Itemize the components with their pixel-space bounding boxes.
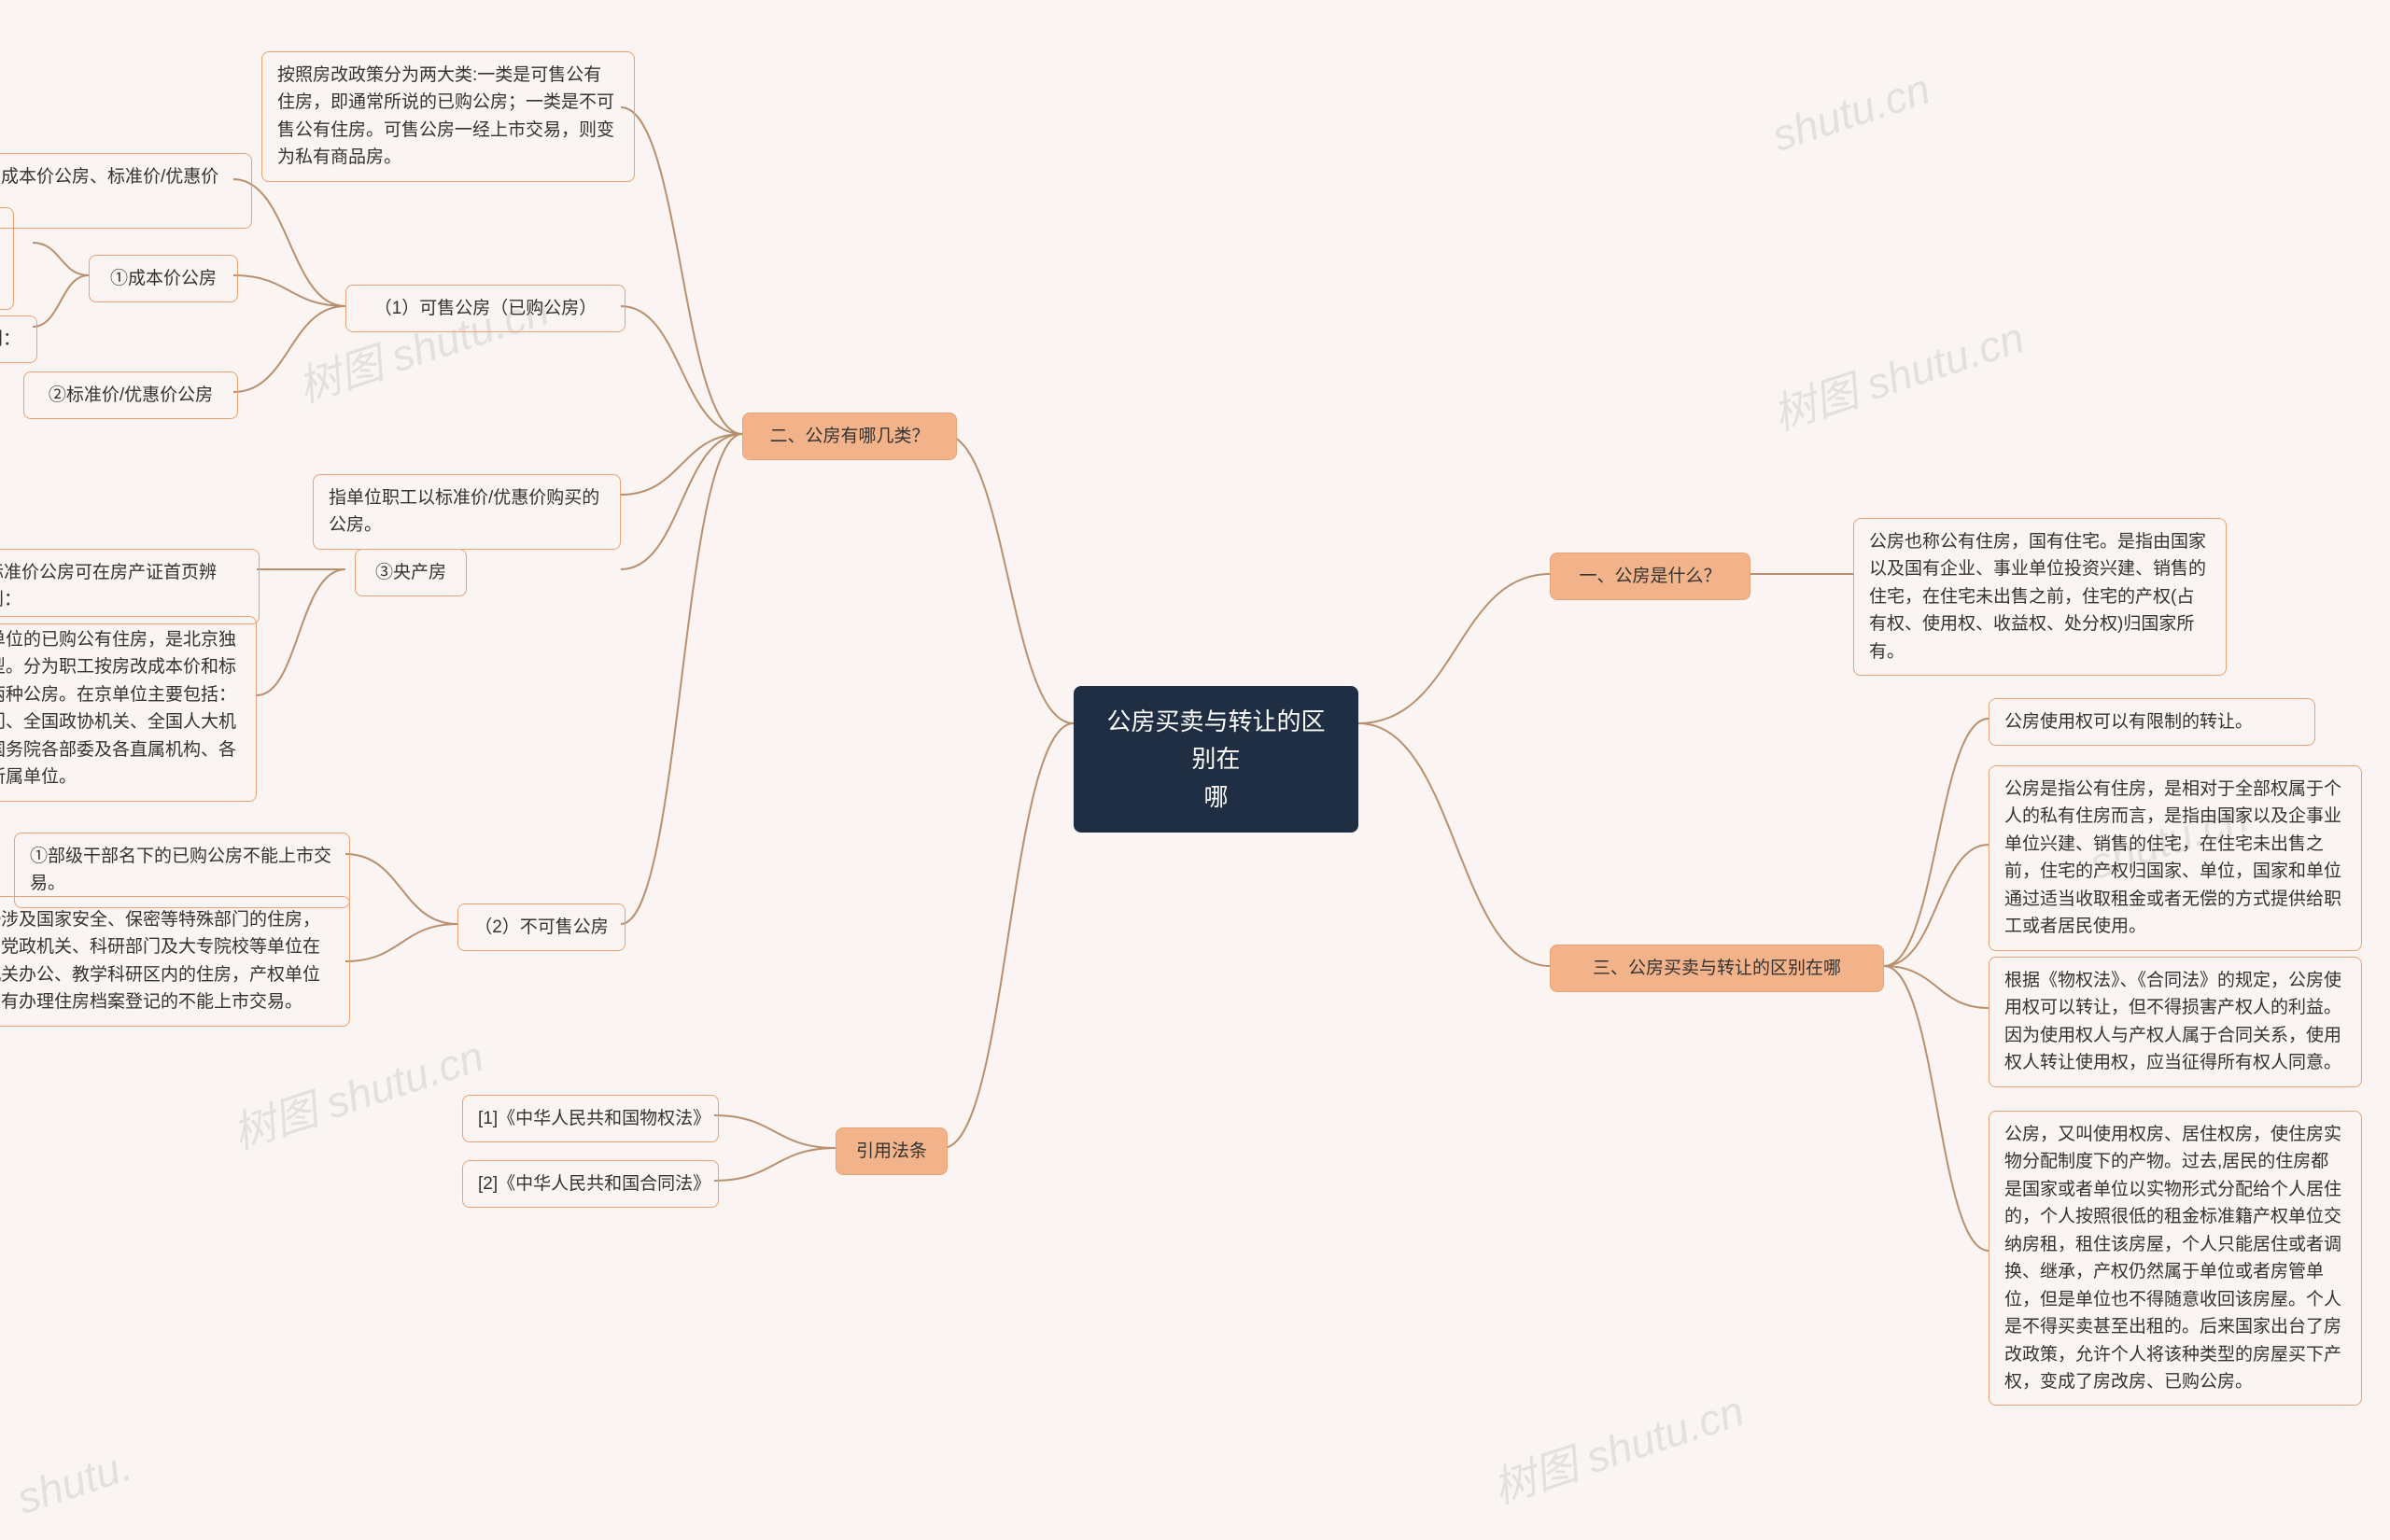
node-nosale: （2）不可售公房 <box>457 903 626 951</box>
leaf-cite-0: [1]《中华人民共和国物权法》 <box>462 1095 719 1142</box>
node-difference: 三、公房买卖与转让的区别在哪 <box>1550 945 1884 992</box>
node-saleable: （1）可售公房（已购公房） <box>345 285 626 332</box>
leaf-diff-2: 根据《物权法》、《合同法》的规定，公房使用权可以转让，但不得损害产权人的利益。因… <box>1989 957 2362 1087</box>
leaf-nosale-1: ②涉及国家安全、保密等特殊部门的住房，如党政机关、科研部门及大专院校等单位在机关… <box>0 896 350 1027</box>
root-node: 公房买卖与转让的区别在 哪 <box>1074 686 1358 833</box>
node-cost-price: ①成本价公房 <box>89 255 238 302</box>
root-line2: 哪 <box>1203 783 1228 811</box>
leaf-cite-1: [2]《中华人民共和国合同法》 <box>462 1160 719 1208</box>
watermark: 树图 shutu.cn <box>1764 303 2031 442</box>
leaf-cost-1: 成本价公房可在房产证首页辨别： <box>0 315 37 363</box>
node-what-is: 一、公房是什么？ <box>1550 553 1750 600</box>
watermark: shutu.cn <box>1766 63 1936 161</box>
leaf-diff-0: 公房使用权可以有限制的转让。 <box>1989 698 2315 746</box>
leaf-cat-intro: 按照房改政策分为两大类:一类是可售公有住房，即通常所说的已购公房；一类是不可售公… <box>261 51 635 182</box>
leaf-what-is: 公房也称公有住房，国有住宅。是指由国家以及国有企业、事业单位投资兴建、销售的住宅… <box>1853 518 2227 676</box>
node-cite: 引用法条 <box>836 1127 948 1175</box>
node-central: ③央产房 <box>355 549 467 596</box>
leaf-sale-intro: 包括央产房、成本价公房、标准价/优惠价公房。 <box>0 153 252 229</box>
leaf-diff-1: 公房是指公有住房，是相对于全部权属于个人的私有住房而言，是指由国家以及企事业单位… <box>1989 765 2362 951</box>
watermark: 树图 shutu.cn <box>224 1022 490 1161</box>
node-categories: 二、公房有哪几类？ <box>742 413 957 460</box>
leaf-diff-3: 公房，又叫使用权房、居住权房，使住房实物分配制度下的产物。过去,居民的住房都是国… <box>1989 1111 2362 1406</box>
leaf-std-text: 指单位职工以标准价/优惠价购买的公房。 <box>313 474 621 550</box>
node-std-price: ②标准价/优惠价公房 <box>23 371 238 419</box>
leaf-cost-0: 指在房改时按照政府制定的房改成本价来支付房价的公房。成本价公房跟商品房一样，房屋… <box>0 207 14 310</box>
root-line1: 公房买卖与转让的区别在 <box>1106 707 1325 773</box>
leaf-central-sub: 标准价公房可在房产证首页辨别： <box>0 549 260 624</box>
leaf-central-main: 指中央在京单位的已购公有住房，是北京独有的公房类型。分为职工按房改成本价和标准价… <box>0 616 257 802</box>
watermark: shutu. <box>11 1440 138 1524</box>
watermark: 树图 shutu.cn <box>1484 1377 1750 1516</box>
